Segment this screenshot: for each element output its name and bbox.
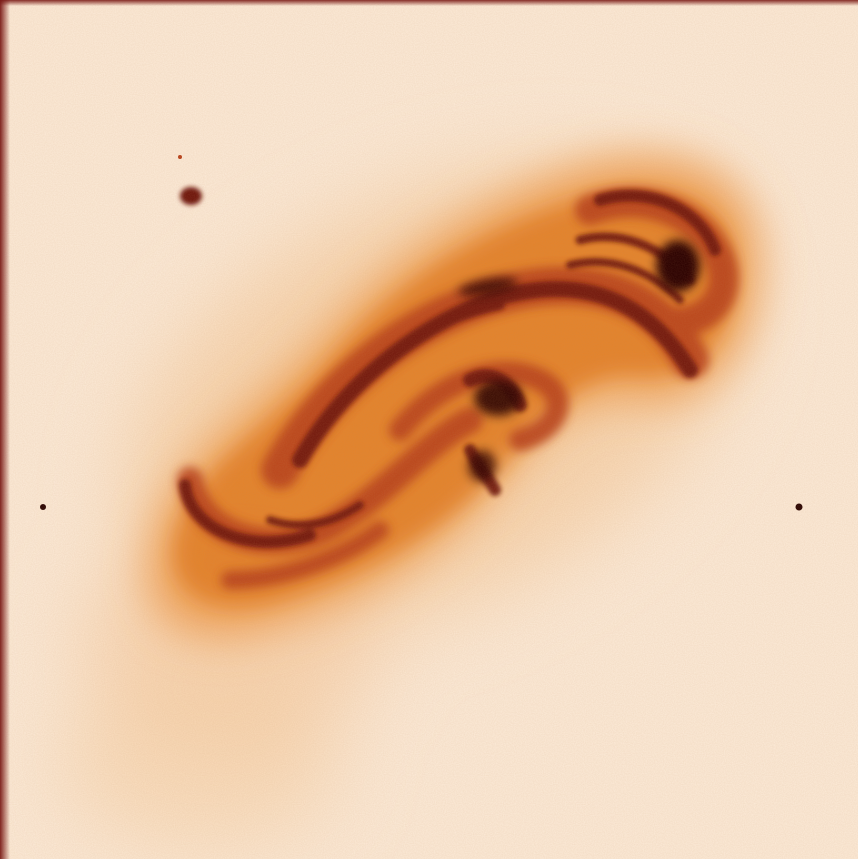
top-edge: [0, 0, 858, 6]
left-edge: [0, 0, 10, 859]
